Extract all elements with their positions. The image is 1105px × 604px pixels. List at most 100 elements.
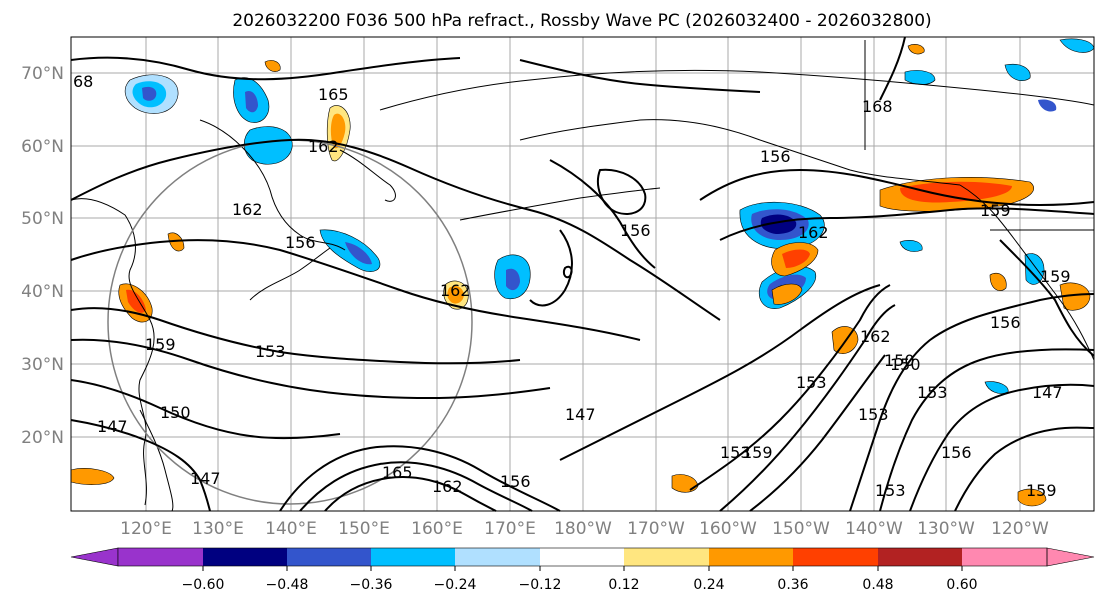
contour-line	[70, 239, 641, 341]
contour-line	[529, 229, 573, 307]
shaded-blob-positive	[1017, 488, 1047, 507]
lon-label: 120°W	[991, 519, 1049, 539]
coastline-arctic	[379, 69, 1095, 111]
lon-label: 140°E	[265, 519, 317, 539]
shaded-blob-negative	[245, 90, 258, 113]
colorbar-tick-labels: −0.60 −0.48 −0.36 −0.24 −0.12 0.12 0.24 …	[182, 577, 978, 593]
contour-label: 147	[190, 469, 221, 488]
contour-label: 153	[720, 443, 751, 462]
contour-label: 153	[858, 405, 889, 424]
colorbar-tick-label: −0.24	[434, 577, 477, 593]
contour-label: 162	[860, 327, 891, 346]
colorbar-tick-label: 0.12	[608, 577, 639, 593]
latitude-labels: 70°N 60°N 50°N 40°N 30°N 20°N	[21, 64, 64, 448]
contours	[70, 36, 1095, 512]
colorbar-tick-label: 0.60	[946, 577, 977, 593]
lon-label: 170°W	[627, 519, 685, 539]
lon-label: 140°W	[845, 519, 903, 539]
contour-label: 68	[73, 72, 93, 91]
shaded-blob-negative	[899, 240, 923, 252]
contour-label: 153	[255, 342, 286, 361]
colorbar-segment	[624, 548, 709, 566]
lat-label: 60°N	[21, 137, 64, 157]
colorbar: −0.60 −0.48 −0.36 −0.24 −0.12 0.12 0.24 …	[70, 547, 1095, 593]
contour-line	[299, 461, 533, 512]
colorbar-tick-label: −0.12	[519, 577, 562, 593]
contour-label: 159	[1026, 481, 1057, 500]
contour-label: 153	[917, 383, 948, 402]
contour-label: 156	[760, 147, 791, 166]
shaded-blob-negative	[1038, 99, 1057, 112]
lon-label: 160°E	[411, 519, 463, 539]
contour-line	[999, 239, 1095, 357]
coastline-alaska	[519, 119, 961, 186]
contour-line	[549, 159, 656, 269]
contour-label: 147	[1032, 383, 1063, 402]
colorbar-segment	[371, 548, 455, 566]
shaded-blob-positive	[989, 272, 1007, 291]
longitude-labels: 120°E 130°E 140°E 150°E 160°E 170°E 180°…	[120, 519, 1049, 539]
contour-label: 153	[875, 481, 906, 500]
lon-label: 150°E	[338, 519, 390, 539]
colorbar-segment	[709, 548, 793, 566]
contour-label: 162	[798, 223, 829, 242]
contour-label: 168	[862, 97, 893, 116]
shaded-blob-negative	[1024, 253, 1045, 285]
colorbar-tick-label: −0.60	[182, 577, 225, 593]
contour-line	[699, 168, 1095, 207]
shaded-blob-negative	[142, 86, 157, 101]
colorbar-ticks	[202, 566, 963, 571]
lat-label: 50°N	[21, 209, 64, 229]
contour-label: 162	[432, 477, 463, 496]
contour-label: 165	[382, 463, 413, 482]
contour-line	[70, 338, 551, 400]
coastline-japan	[249, 247, 331, 301]
coastline-aleutians	[459, 187, 661, 221]
colorbar-min-extension	[70, 547, 119, 567]
map-title: 2026032200 F036 500 hPa refract., Rossby…	[232, 11, 931, 31]
contour-label: 162	[440, 281, 471, 300]
colorbar-tick-label: −0.48	[266, 577, 309, 593]
lat-label: 70°N	[21, 64, 64, 84]
colorbar-segment	[118, 548, 203, 566]
contour-line	[597, 168, 647, 215]
contour-line	[562, 265, 573, 279]
colorbar-segment	[962, 548, 1047, 566]
shaded-blob-positive	[70, 468, 115, 485]
colorbar-segment	[287, 548, 371, 566]
contour-line	[519, 59, 761, 93]
coastline-kamchatka	[339, 149, 396, 202]
colorbar-segment	[455, 548, 540, 566]
shaded-blob-positive	[330, 113, 346, 149]
contour-label: 162	[308, 137, 339, 156]
shaded-blob-negative	[345, 242, 372, 265]
shaded-blob-positive	[900, 181, 1012, 203]
shaded-blob-positive	[771, 283, 803, 305]
contour-label: 150	[160, 403, 191, 422]
contour-line	[559, 284, 881, 461]
contour-label: 156	[620, 221, 651, 240]
contour-line	[879, 36, 906, 101]
lon-label: 160°W	[699, 519, 757, 539]
contour-label: 165	[318, 85, 349, 104]
contour-label: 156	[285, 233, 316, 252]
shaded-blob-negative	[904, 70, 936, 85]
shaded-blob-positive	[782, 249, 810, 268]
map-frame	[70, 36, 1095, 512]
contour-labels: 68 165 162 168 162 156 162 159 156 159 1…	[73, 72, 1071, 500]
contour-line	[70, 138, 721, 321]
shaded-blob-positive	[126, 289, 146, 313]
contour-line	[279, 445, 561, 512]
shaded-blob-positive	[907, 44, 925, 55]
contour-label: 153	[796, 373, 827, 392]
contour-label: 156	[941, 443, 972, 462]
contour-line	[70, 419, 211, 512]
contour-line	[689, 284, 891, 491]
contour-line	[749, 354, 886, 512]
lon-label: 130°E	[192, 519, 244, 539]
lat-label: 30°N	[21, 355, 64, 375]
lat-label: 40°N	[21, 282, 64, 302]
contour-label: 156	[500, 472, 531, 491]
lon-label: 150°W	[772, 519, 830, 539]
